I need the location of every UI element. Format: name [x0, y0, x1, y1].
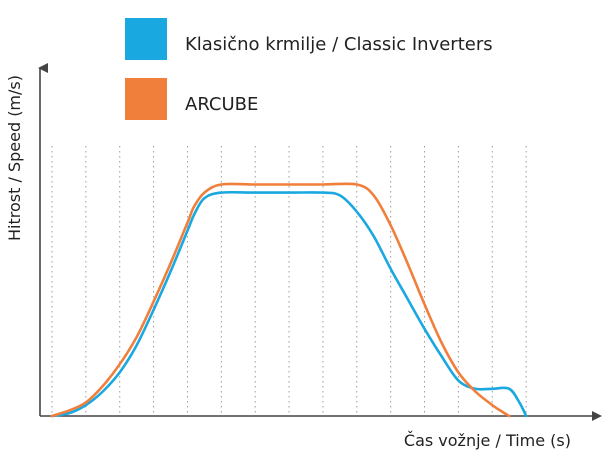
series [50, 182, 528, 418]
legend-label-0: Klasično krmilje / Classic Inverters [185, 34, 493, 55]
legend-label-1: ARCUBE [185, 94, 258, 115]
legend: Klasično krmilje / Classic Inverters ARCU… [125, 18, 493, 120]
legend-swatch-1 [125, 78, 167, 120]
x-axis-label: Čas vožnje / Time (s) [404, 431, 571, 450]
gridlines [51, 146, 527, 414]
series-line-0 [50, 190, 528, 418]
series-line-1 [50, 182, 511, 418]
y-axis-label: Hitrost / Speed (m/s) [5, 75, 24, 241]
axes [38, 63, 602, 421]
legend-swatch-0 [125, 18, 167, 60]
